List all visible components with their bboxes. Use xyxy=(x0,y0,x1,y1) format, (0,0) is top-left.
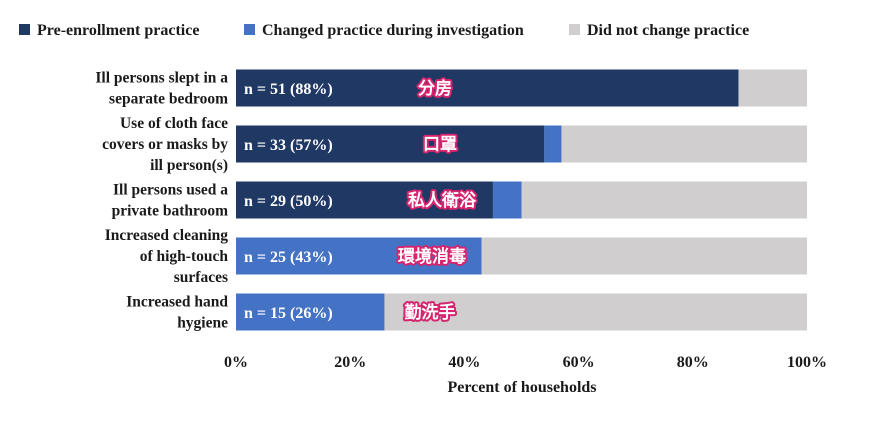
legend-label: Pre-enrollment practice xyxy=(37,22,199,39)
annotation-label: 分房 xyxy=(418,78,452,99)
legend-swatch xyxy=(19,24,30,35)
x-axis-title: Percent of households xyxy=(447,379,596,396)
annotation-label: 勤洗手 xyxy=(405,302,456,323)
x-tick-label: 80% xyxy=(677,354,709,371)
legend-swatch xyxy=(244,24,255,35)
bar-segment xyxy=(544,125,562,163)
x-tick-label: 0% xyxy=(224,354,248,371)
bar-segment xyxy=(521,181,807,219)
category-label: of high-touch xyxy=(140,248,229,265)
legend-label: Changed practice during investigation xyxy=(262,22,524,39)
category-label: Increased cleaning xyxy=(105,227,229,244)
category-label: Increased hand xyxy=(126,294,228,311)
bar-segment xyxy=(384,293,807,331)
annotation-label: 環境消毒 xyxy=(398,246,466,267)
legend-swatch xyxy=(569,24,580,35)
category-label: hygiene xyxy=(177,315,228,332)
bar-data-label: n = 25 (43%) xyxy=(244,249,333,266)
category-label: surfaces xyxy=(174,269,228,286)
bar-segment xyxy=(492,181,522,219)
bar-segment xyxy=(738,69,807,107)
category-label: Use of cloth face xyxy=(120,115,228,132)
bar-data-label: n = 33 (57%) xyxy=(244,137,333,154)
category-label: covers or masks by xyxy=(102,136,228,153)
x-tick-label: 40% xyxy=(448,354,480,371)
bar-segment xyxy=(236,237,482,275)
category-labels: Ill persons slept in a separate bedroom Us… xyxy=(95,70,228,332)
legend-label: Did not change practice xyxy=(587,22,749,39)
category-label: private bathroom xyxy=(112,203,228,220)
category-label: ill person(s) xyxy=(150,157,228,174)
annotation-label: 口罩 xyxy=(423,135,457,155)
category-label: Ill persons slept in a xyxy=(95,70,228,87)
bar-segment xyxy=(561,125,807,163)
legend: Pre-enrollment practice Changed practice … xyxy=(19,22,749,39)
bar-segment xyxy=(236,125,545,163)
x-axis-ticks: 0% 20% 40% 60% 80% 100% xyxy=(224,354,827,371)
x-tick-label: 20% xyxy=(334,354,366,371)
x-tick-label: 100% xyxy=(787,354,827,371)
category-label: separate bedroom xyxy=(109,91,228,108)
x-tick-label: 60% xyxy=(563,354,595,371)
bar-data-label: n = 15 (26%) xyxy=(244,305,333,322)
bar-segment xyxy=(236,293,385,331)
bars: n = 51 (88%) n = 33 (57%) n = 29 (50%) n = … xyxy=(236,69,807,331)
category-label: Ill persons used a xyxy=(113,182,228,199)
bar-segment xyxy=(236,69,739,107)
bar-segment xyxy=(236,181,493,219)
bar-data-label: n = 51 (88%) xyxy=(244,81,333,98)
annotation-label: 私人衛浴 xyxy=(408,190,477,211)
bar-data-label: n = 29 (50%) xyxy=(244,193,333,210)
bar-segment xyxy=(481,237,807,275)
